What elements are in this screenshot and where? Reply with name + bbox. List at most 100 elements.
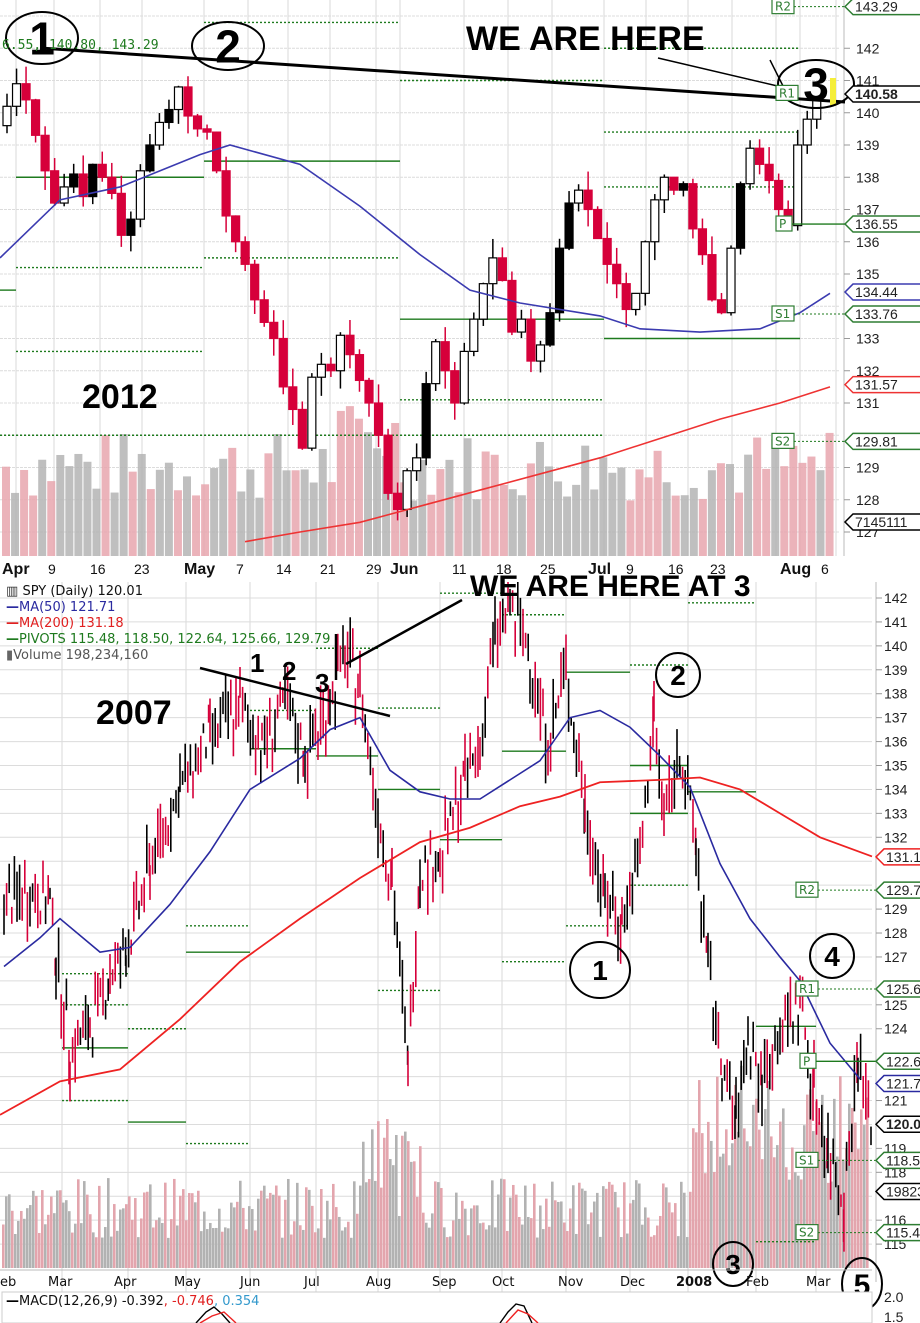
candle-body — [640, 241, 650, 294]
volume-bar — [533, 1183, 536, 1268]
volume-bar — [400, 482, 409, 556]
candle-body — [30, 99, 41, 136]
volume-bar — [350, 1237, 353, 1268]
volume-bar — [373, 448, 382, 556]
y-tick-label: 129 — [856, 460, 880, 476]
wave-3-top-circle — [777, 59, 855, 109]
volume-bar — [542, 1229, 545, 1268]
volume-bar — [680, 495, 689, 556]
candle-body — [659, 176, 669, 201]
volume-bar — [264, 453, 273, 556]
volume-bar — [726, 464, 734, 556]
volume-bar — [2, 1224, 5, 1268]
y-tick-label: 136 — [884, 734, 908, 750]
volume-bar — [309, 482, 318, 556]
candle-body — [145, 144, 155, 172]
volume-bar — [68, 1211, 71, 1268]
volume-bar — [314, 1232, 317, 1268]
volume-bar — [698, 1080, 701, 1268]
price-tag-ma200 — [843, 375, 920, 394]
candle-body — [383, 434, 393, 494]
volume-bar — [203, 1211, 206, 1268]
volume-bar — [665, 1187, 668, 1268]
volume-bar — [221, 1231, 224, 1268]
volume-bar — [644, 477, 653, 556]
price-tag-r2-text: 129.79 — [886, 882, 920, 898]
x-tick-label: eb — [0, 1275, 16, 1290]
volume-bar — [758, 1129, 761, 1268]
volume-bar — [11, 1210, 14, 1268]
volume-bar — [146, 1191, 149, 1268]
wave-4-circled-circle — [809, 933, 855, 979]
candle-body — [107, 176, 117, 194]
candle-body — [488, 257, 498, 285]
volume-bar — [743, 1128, 746, 1268]
wave-3-top: 3 — [803, 59, 829, 111]
volume-bar — [746, 1141, 749, 1268]
trendline — [199, 666, 391, 718]
volume-bar — [488, 1225, 491, 1268]
y-tick-label: 138 — [856, 169, 880, 185]
volume-bar — [500, 1178, 503, 1268]
price-tag-volume-text: 198234160 — [886, 1183, 920, 1199]
volume-bar — [65, 1200, 68, 1268]
volume-bar — [707, 1121, 710, 1268]
pivot-s2-box-text: S2 — [775, 434, 790, 448]
volume-bar — [740, 1065, 743, 1268]
volume-bar — [437, 1182, 440, 1268]
volume-bar — [368, 1178, 371, 1268]
wave-1-top-circle — [5, 11, 79, 65]
volume-bar — [473, 1205, 476, 1268]
volume-bar — [185, 1220, 188, 1268]
candle-body — [240, 241, 250, 265]
volume-bar — [176, 1225, 179, 1268]
volume-bar — [299, 1225, 302, 1268]
volume-bar — [382, 455, 391, 556]
volume-bar — [422, 1212, 425, 1268]
volume-bar — [263, 1185, 266, 1268]
volume-bar — [255, 497, 264, 556]
volume-bar — [101, 435, 110, 556]
price-tag-r1 — [874, 980, 920, 998]
wave-1-circled: 1 — [592, 955, 608, 986]
volume-bar — [563, 496, 572, 556]
volume-bar — [158, 1217, 161, 1268]
wave-2-top-circle — [191, 21, 265, 71]
callout-arrow — [657, 57, 787, 89]
candle-body — [774, 179, 784, 211]
volume-bar — [737, 1131, 740, 1268]
volume-bar — [728, 1165, 731, 1268]
volume-bar — [347, 1221, 350, 1268]
volume-bar — [815, 1101, 818, 1268]
candle-body — [793, 144, 803, 227]
volume-bar — [282, 470, 291, 556]
pivot-r1-box-text: R1 — [779, 86, 795, 100]
volume-bar — [836, 1156, 839, 1268]
y-tick-label: 141 — [856, 73, 880, 89]
volume-bar — [209, 1222, 212, 1268]
year-label-2007: 2007 — [96, 694, 172, 732]
volume-bar — [848, 1103, 851, 1268]
candle-body — [231, 215, 241, 243]
volume-bar — [164, 462, 173, 556]
volume-bar — [237, 491, 246, 556]
volume-bar — [336, 410, 345, 556]
volume-bar — [5, 1196, 8, 1268]
volume-bar — [593, 1201, 596, 1268]
volume-bar — [326, 1200, 329, 1268]
y-tick-label: 136 — [856, 234, 880, 250]
volume-bars-icon: ▮ — [6, 648, 14, 663]
volume-bar — [29, 1205, 32, 1268]
candle-body — [59, 186, 69, 204]
y-tick-label: 132 — [856, 363, 880, 379]
price-tag-volume-text: 7145111 — [855, 514, 908, 530]
volume-bar — [611, 1184, 614, 1268]
volume-bar — [281, 1237, 284, 1268]
volume-bar — [620, 1237, 623, 1268]
volume-bar — [182, 1189, 185, 1268]
volume-bar — [245, 1229, 248, 1268]
volume-bar — [266, 1198, 269, 1268]
candle-body — [288, 386, 298, 411]
y-tick-label: 129 — [884, 901, 908, 917]
volume-bar — [83, 461, 92, 556]
